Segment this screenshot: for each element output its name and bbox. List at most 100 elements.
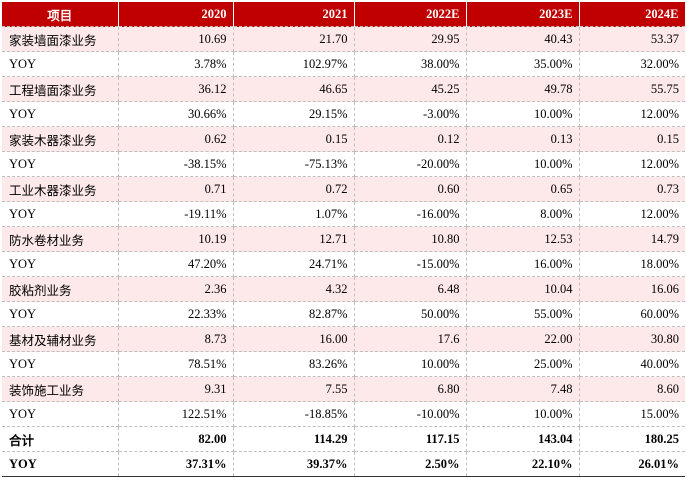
cell: 22.10% xyxy=(466,451,580,477)
cell: -18.85% xyxy=(233,401,355,427)
row-label: 防水卷材业务 xyxy=(2,226,119,252)
header-cell: 2020 xyxy=(118,2,234,27)
cell: 9.31 xyxy=(118,376,234,402)
cell: 0.65 xyxy=(466,176,580,202)
cell: 37.31% xyxy=(118,451,234,477)
cell: 50.00% xyxy=(354,301,467,327)
cell: 12.00% xyxy=(579,101,685,127)
cell: 180.25 xyxy=(579,426,685,452)
cell: 40.43 xyxy=(466,26,580,52)
header-cell: 2021 xyxy=(233,2,355,27)
row-label: YOY xyxy=(2,401,119,427)
row-label: YOY xyxy=(2,301,119,327)
cell: 16.00% xyxy=(466,251,580,277)
cell: 82.00 xyxy=(118,426,234,452)
cell: 1.07% xyxy=(233,201,355,227)
cell: 2.50% xyxy=(354,451,467,477)
cell: 10.04 xyxy=(466,276,580,302)
cell: 18.00% xyxy=(579,251,685,277)
row-label: YOY xyxy=(2,451,119,477)
cell: 12.00% xyxy=(579,151,685,177)
table-row: YOY 122.51% -18.85% -10.00% 10.00% 15.00% xyxy=(2,401,685,427)
row-label: YOY xyxy=(2,51,119,77)
cell: 55.75 xyxy=(579,76,685,102)
table-row: YOY 47.20% 24.71% -15.00% 16.00% 18.00% xyxy=(2,251,685,277)
cell: 30.80 xyxy=(579,326,685,352)
cell: 53.37 xyxy=(579,26,685,52)
row-label: 合计 xyxy=(2,426,119,452)
cell: 35.00% xyxy=(466,51,580,77)
cell: 114.29 xyxy=(233,426,355,452)
cell: 0.71 xyxy=(118,176,234,202)
cell: 22.33% xyxy=(118,301,234,327)
cell: 32.00% xyxy=(579,51,685,77)
cell: 4.32 xyxy=(233,276,355,302)
row-label: 基材及辅材业务 xyxy=(2,326,119,352)
cell: 39.37% xyxy=(233,451,355,477)
row-label: 胶粘剂业务 xyxy=(2,276,119,302)
cell: 83.26% xyxy=(233,351,355,377)
cell: 10.69 xyxy=(118,26,234,52)
cell: 29.15% xyxy=(233,101,355,127)
cell: 12.53 xyxy=(466,226,580,252)
cell: 14.79 xyxy=(579,226,685,252)
cell: 40.00% xyxy=(579,351,685,377)
table-row: 工程墙面漆业务 36.12 46.65 45.25 49.78 55.75 xyxy=(2,76,685,102)
cell: 22.00 xyxy=(466,326,580,352)
cell: 0.72 xyxy=(233,176,355,202)
cell: 0.15 xyxy=(233,126,355,152)
cell: 15.00% xyxy=(579,401,685,427)
table-row: 胶粘剂业务 2.36 4.32 6.48 10.04 16.06 xyxy=(2,276,685,302)
cell: 45.25 xyxy=(354,76,467,102)
cell: 82.87% xyxy=(233,301,355,327)
table-row: 装饰施工业务 9.31 7.55 6.80 7.48 8.60 xyxy=(2,376,685,402)
cell: 122.51% xyxy=(118,401,234,427)
cell: 10.00% xyxy=(354,351,467,377)
cell: -75.13% xyxy=(233,151,355,177)
table-row: YOY 3.78% 102.97% 38.00% 35.00% 32.00% xyxy=(2,51,685,77)
header-cell: 项目 xyxy=(2,2,119,27)
cell: 102.97% xyxy=(233,51,355,77)
cell: 55.00% xyxy=(466,301,580,327)
cell: 0.15 xyxy=(579,126,685,152)
cell: 0.13 xyxy=(466,126,580,152)
row-label: 家装木器漆业务 xyxy=(2,126,119,152)
cell: 7.48 xyxy=(466,376,580,402)
cell: 36.12 xyxy=(118,76,234,102)
table-row: 家装木器漆业务 0.62 0.15 0.12 0.13 0.15 xyxy=(2,126,685,152)
row-label: YOY xyxy=(2,251,119,277)
cell: 16.00 xyxy=(233,326,355,352)
table-row: YOY 78.51% 83.26% 10.00% 25.00% 40.00% xyxy=(2,351,685,377)
cell: 49.78 xyxy=(466,76,580,102)
cell: 24.71% xyxy=(233,251,355,277)
cell: 10.00% xyxy=(466,401,580,427)
table-row: 家装墙面漆业务 10.69 21.70 29.95 40.43 53.37 xyxy=(2,26,685,52)
row-label: YOY xyxy=(2,351,119,377)
cell: 78.51% xyxy=(118,351,234,377)
cell: 143.04 xyxy=(466,426,580,452)
row-label: 装饰施工业务 xyxy=(2,376,119,402)
row-label: YOY xyxy=(2,201,119,227)
cell: -15.00% xyxy=(354,251,467,277)
cell: 26.01% xyxy=(579,451,685,477)
header-cell: 2023E xyxy=(466,2,580,27)
cell: 8.73 xyxy=(118,326,234,352)
cell: 10.80 xyxy=(354,226,467,252)
cell: 60.00% xyxy=(579,301,685,327)
table-row: YOY 22.33% 82.87% 50.00% 55.00% 60.00% xyxy=(2,301,685,327)
cell: 17.6 xyxy=(354,326,467,352)
table-body: 家装墙面漆业务 10.69 21.70 29.95 40.43 53.37 YOY 3.78%… xyxy=(2,26,685,477)
cell: 16.06 xyxy=(579,276,685,302)
table-row: 基材及辅材业务 8.73 16.00 17.6 22.00 30.80 xyxy=(2,326,685,352)
cell: 30.66% xyxy=(118,101,234,127)
cell: -20.00% xyxy=(354,151,467,177)
table-row: YOY 37.31% 39.37% 2.50% 22.10% 26.01% xyxy=(2,451,685,477)
cell: 12.00% xyxy=(579,201,685,227)
cell: -16.00% xyxy=(354,201,467,227)
cell: -19.11% xyxy=(118,201,234,227)
cell: 7.55 xyxy=(233,376,355,402)
cell: 0.12 xyxy=(354,126,467,152)
cell: 46.65 xyxy=(233,76,355,102)
row-label: 工程墙面漆业务 xyxy=(2,76,119,102)
